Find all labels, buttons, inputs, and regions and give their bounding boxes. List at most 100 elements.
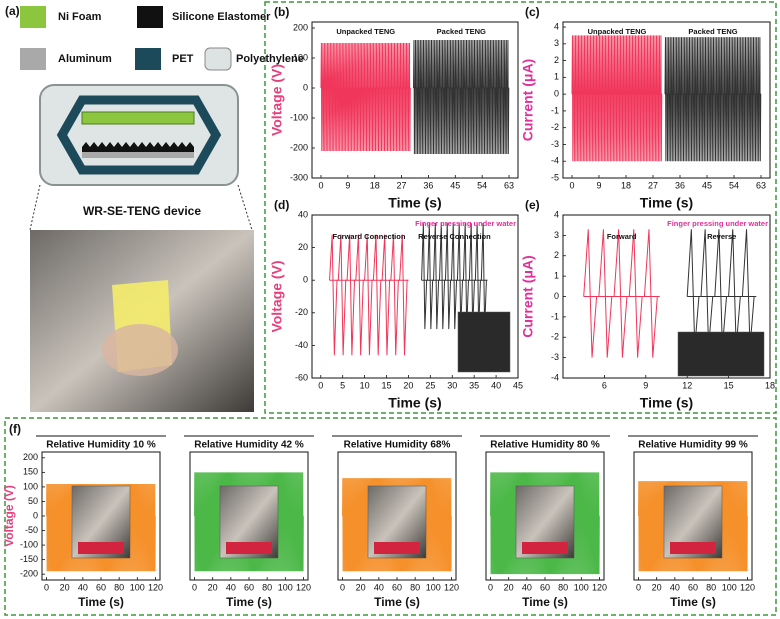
y-tick-label: -5 [551,172,559,182]
x-tick-label: 20 [208,582,218,592]
x-tick-label: 30 [447,380,457,390]
subplot-title: Relative Humidity 10 % [46,440,156,451]
y-tick-label: -1 [551,105,559,115]
x-tick-label: 0 [569,180,574,190]
x-tick-label: 120 [740,582,755,592]
x-tick-label: 0 [192,582,197,592]
x-tick-label: 100 [278,582,293,592]
y-tick-label: 150 [23,467,38,477]
device-photo [30,230,254,412]
y-tick-label: 4 [554,21,559,31]
x-axis-label: Time (s) [388,395,441,411]
x-tick-label: 80 [262,582,272,592]
y-tick-label: 100 [293,52,308,62]
y-tick-label: 20 [298,242,308,252]
x-tick-label: 45 [513,380,523,390]
panel-label: (c) [525,5,540,19]
x-tick-label: 0 [318,180,323,190]
x-axis-label: Time (s) [640,195,693,211]
panel-label: (b) [274,5,289,19]
zoom-line [237,184,253,231]
x-tick-label: 120 [444,582,459,592]
y-tick-label: 0 [554,291,559,301]
subplot-title: Relative Humidity 80 % [490,440,600,451]
x-tick-label: 20 [403,380,413,390]
x-tick-label: 63 [756,180,766,190]
photo-finger [102,324,178,376]
material-label: Polyethylene [236,53,304,65]
x-tick-label: 0 [488,582,493,592]
x-tick-label: 40 [491,380,501,390]
x-tick-label: 0 [636,582,641,592]
x-tick-label: 120 [592,582,607,592]
y-tick-label: 2 [554,55,559,65]
y-tick-label: -200 [290,142,308,152]
x-tick-label: 60 [96,582,106,592]
y-tick-label: -100 [290,112,308,122]
y-tick-label: 200 [23,452,38,462]
x-tick-label: 120 [148,582,163,592]
y-axis-label: Current (μA) [520,255,536,337]
y-tick-label: 0 [33,510,38,520]
x-tick-label: 54 [477,180,487,190]
x-tick-label: 100 [722,582,737,592]
y-tick-label: 50 [28,496,38,506]
y-tick-label: -100 [20,539,38,549]
y-tick-label: 0 [554,89,559,99]
y-tick-label: 2 [554,250,559,260]
x-tick-label: 27 [648,180,658,190]
device-ni-foam [81,111,195,125]
series-label: Reverse [707,232,736,241]
x-tick-label: 60 [688,582,698,592]
inset-photo [677,331,765,377]
subplot-title: Relative Humidity 68% [344,440,451,451]
x-tick-label: 100 [426,582,441,592]
x-tick-label: 36 [423,180,433,190]
y-tick-label: 1 [554,271,559,281]
y-tick-label: 1 [554,72,559,82]
x-tick-label: 9 [345,180,350,190]
y-axis-label: Current (μA) [520,59,536,141]
x-tick-label: 40 [226,582,236,592]
x-tick-label: 27 [397,180,407,190]
x-tick-label: 5 [340,380,345,390]
x-tick-label: 100 [574,582,589,592]
subplot-title: Relative Humidity 42 % [194,440,304,451]
material-label: Silicone Elastomer [172,11,271,23]
x-tick-label: 40 [374,582,384,592]
y-tick-label: -1 [551,311,559,321]
y-tick-label: 40 [298,209,308,219]
device-diagram [29,84,253,231]
material-label: Ni Foam [58,11,102,23]
y-tick-label: -150 [20,554,38,564]
x-axis-label: Time (s) [374,595,420,609]
series-label: Unpacked TENG [588,27,647,36]
inset-detail [226,542,272,554]
x-tick-label: 54 [729,180,739,190]
device-silicone [82,142,194,152]
x-tick-label: 80 [410,582,420,592]
subplot-title: Relative Humidity 99 % [638,440,748,451]
y-tick-label: -60 [295,372,308,382]
series-label: Packed TENG [437,27,486,36]
inset-photo [457,311,511,373]
x-axis-label: Time (s) [226,595,272,609]
panel-label: (f) [9,422,21,436]
x-tick-label: 60 [540,582,550,592]
material-label: Aluminum [58,53,112,65]
x-tick-label: 0 [318,380,323,390]
x-tick-label: 18 [621,180,631,190]
y-axis-label: Voltage (V) [269,260,285,332]
x-tick-label: 100 [130,582,145,592]
y-tick-label: -4 [551,156,559,166]
x-tick-label: 36 [675,180,685,190]
x-tick-label: 35 [469,380,479,390]
x-axis-label: Time (s) [78,595,124,609]
x-tick-label: 20 [504,582,514,592]
series-label: Packed TENG [688,27,737,36]
x-tick-label: 0 [44,582,49,592]
y-tick-label: 0 [303,82,308,92]
material-swatch [20,48,46,70]
x-tick-label: 40 [78,582,88,592]
material-swatch [137,6,163,28]
